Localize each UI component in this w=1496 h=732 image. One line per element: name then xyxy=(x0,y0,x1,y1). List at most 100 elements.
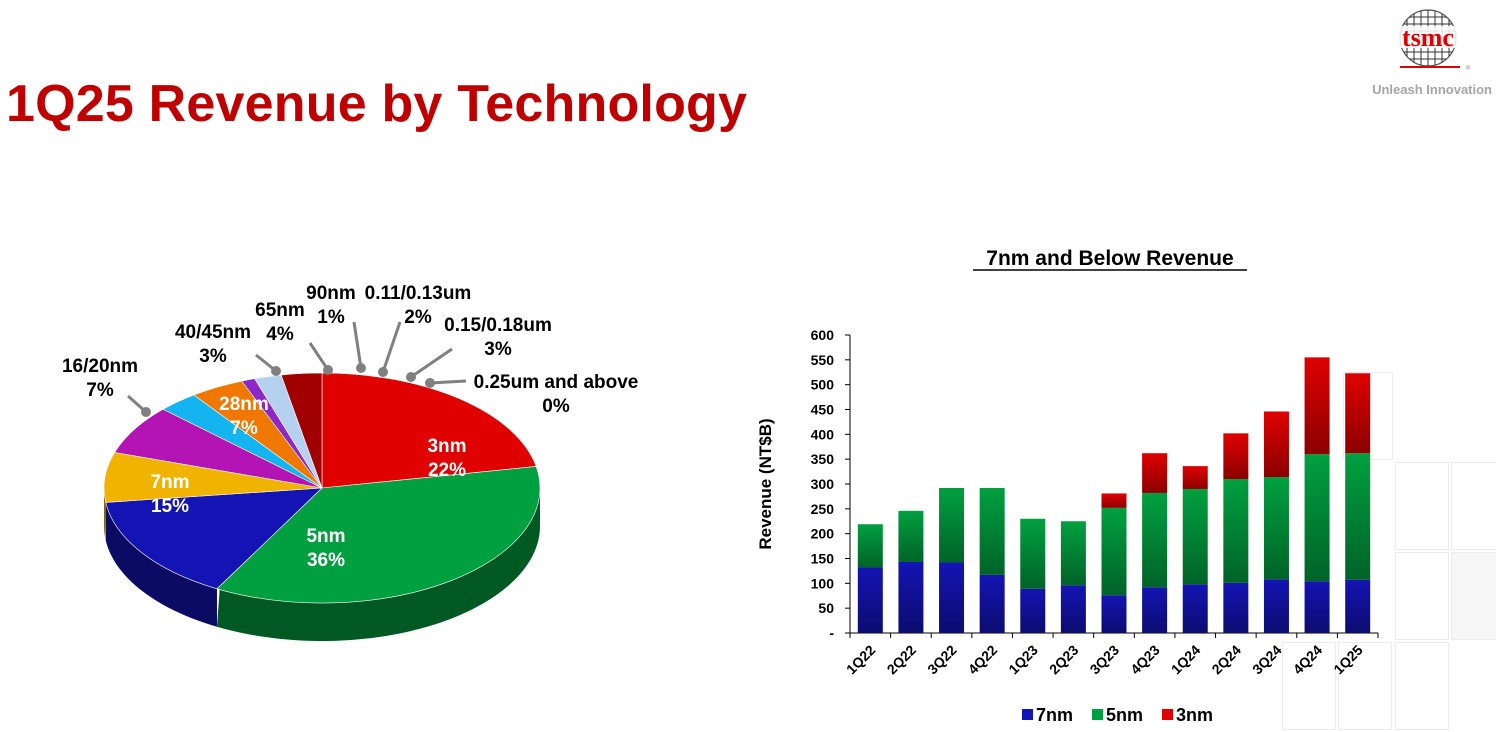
pie-leader-dot xyxy=(271,366,281,376)
x-tick-label: 1Q23 xyxy=(1005,642,1041,678)
pie-leader-dot xyxy=(323,365,333,375)
chart-title: 7nm and Below Revenue xyxy=(986,247,1233,270)
pie-label-name: 0.11/0.13um xyxy=(365,283,472,304)
bar-5nm-4Q24 xyxy=(1304,454,1330,582)
pie-label-name: 0.25um and above xyxy=(474,372,639,393)
x-tick-label: 3Q22 xyxy=(924,642,960,678)
svg-text:®: ® xyxy=(1466,65,1471,72)
bar-7nm-1Q22 xyxy=(857,567,883,633)
x-tick-label: 2Q23 xyxy=(1046,642,1082,678)
bar-7nm-1Q23 xyxy=(1020,588,1046,633)
pie-leader-line xyxy=(429,379,467,385)
y-tick-label: 400 xyxy=(811,426,835,442)
legend-swatch-5nm xyxy=(1092,709,1103,720)
bar-3nm-3Q23 xyxy=(1101,493,1127,508)
y-axis-label: Revenue (NT$B) xyxy=(756,418,775,549)
pie-label-value: 7% xyxy=(86,380,114,401)
legend-label-5nm: 5nm xyxy=(1106,705,1143,725)
x-tick-label: 3Q24 xyxy=(1249,642,1285,678)
x-tick-label: 4Q22 xyxy=(965,642,1001,678)
bar-5nm-2Q22 xyxy=(898,510,924,562)
pie-label-value: 3% xyxy=(484,339,512,360)
pie-slice-0-15-0-18um xyxy=(280,372,323,489)
y-tick-label: 500 xyxy=(811,377,835,393)
pie-label-name: 28nm xyxy=(219,394,269,415)
pie-label-value: 15% xyxy=(151,496,189,517)
bar-5nm-3Q22 xyxy=(939,487,965,563)
legend-swatch-7nm xyxy=(1022,709,1033,720)
y-tick-label: 100 xyxy=(811,575,835,591)
y-tick-label: 300 xyxy=(811,476,835,492)
y-tick-label: 550 xyxy=(811,352,835,368)
bar-5nm-4Q22 xyxy=(979,487,1005,575)
bar-5nm-3Q24 xyxy=(1263,477,1289,580)
bar-7nm-2Q24 xyxy=(1223,582,1249,633)
pie-label-value: 0% xyxy=(542,396,570,417)
x-tick-label: 1Q22 xyxy=(843,642,879,678)
x-tick-label: 4Q23 xyxy=(1127,642,1163,678)
pie-leader-line xyxy=(352,321,363,369)
legend-label-3nm: 3nm xyxy=(1176,705,1213,725)
pie-slice-7nm xyxy=(105,487,323,590)
pie-leader-line xyxy=(381,321,402,373)
pie-slice-side-2 xyxy=(105,502,217,627)
pie-slice-3nm xyxy=(321,372,537,489)
pie-label-value: 1% xyxy=(317,307,345,328)
x-tick-label: 4Q24 xyxy=(1290,642,1326,678)
pie-label-value: 7% xyxy=(230,418,258,439)
y-tick-label: 250 xyxy=(811,501,835,517)
pie-slice-5nm xyxy=(216,466,541,604)
bar-5nm-3Q23 xyxy=(1101,507,1127,596)
seven-nm-and-below-bar-chart: 7nm and Below Revenue - 50 100 150 200 250 300 3… xyxy=(756,247,1379,725)
pie-label-name: 3nm xyxy=(427,436,466,457)
y-tick-label: 150 xyxy=(811,551,835,567)
pie-label-value: 2% xyxy=(404,307,432,328)
y-tick-label: 450 xyxy=(811,402,835,418)
background-tile xyxy=(1282,642,1336,730)
pie-label-name: 40/45nm xyxy=(175,322,251,343)
bar-5nm-1Q22 xyxy=(857,524,883,568)
bar-3nm-2Q24 xyxy=(1223,433,1249,480)
bar-3nm-4Q24 xyxy=(1304,357,1330,455)
pie-slice-side-1 xyxy=(216,488,540,641)
background-tile xyxy=(1451,462,1496,550)
bar-5nm-2Q24 xyxy=(1223,479,1249,583)
pie-label-name: 90nm xyxy=(306,283,356,304)
bar-7nm-3Q24 xyxy=(1263,579,1289,633)
bar-3nm-4Q23 xyxy=(1142,453,1168,493)
bar-3nm-1Q24 xyxy=(1182,466,1208,489)
pie-leader-line xyxy=(308,342,330,371)
pie-leader-dot xyxy=(406,372,416,382)
y-tick-label: 600 xyxy=(811,327,835,343)
x-tick-label: 1Q25 xyxy=(1330,642,1366,678)
bar-5nm-1Q23 xyxy=(1020,518,1046,589)
pie-leader-dot xyxy=(141,407,151,417)
pie-leader-line xyxy=(410,347,453,379)
background-tile xyxy=(1395,552,1449,640)
background-tile xyxy=(1395,642,1449,730)
background-tile xyxy=(1395,462,1449,550)
pie-leader-dot xyxy=(356,363,366,373)
bar-7nm-2Q23 xyxy=(1060,585,1086,633)
technology-pie-chart: 3nm 22% 5nm 36% 7nm 15% 16/20nm 7% 28nm 7% 40/45nm… xyxy=(62,283,638,641)
bar-7nm-2Q22 xyxy=(898,561,924,633)
bar-5nm-4Q23 xyxy=(1142,492,1168,588)
pie-top-faces xyxy=(103,372,541,604)
y-tick-label: 50 xyxy=(818,600,834,616)
bar-3nm-1Q25 xyxy=(1345,373,1371,454)
pie-label-name: 65nm xyxy=(255,300,305,321)
bar-7nm-4Q22 xyxy=(979,574,1005,633)
pie-label-name: 0.15/0.18um xyxy=(444,315,552,336)
pie-label-value: 4% xyxy=(266,324,294,345)
bar-7nm-4Q23 xyxy=(1142,587,1168,633)
pie-label-name: 7nm xyxy=(150,472,189,493)
pie-leader-dot xyxy=(425,378,435,388)
y-tick-label: - xyxy=(829,625,834,641)
x-tick-label: 1Q24 xyxy=(1168,642,1204,678)
pie-label-name: 5nm xyxy=(306,526,345,547)
pie-slice-side-3 xyxy=(104,490,106,539)
y-tick-label: 350 xyxy=(811,451,835,467)
pie-leader-dot xyxy=(378,367,388,377)
legend-swatch-3nm xyxy=(1162,709,1173,720)
pie-labels: 3nm 22% 5nm 36% 7nm 15% 16/20nm 7% 28nm 7% 40/45nm… xyxy=(62,283,638,571)
